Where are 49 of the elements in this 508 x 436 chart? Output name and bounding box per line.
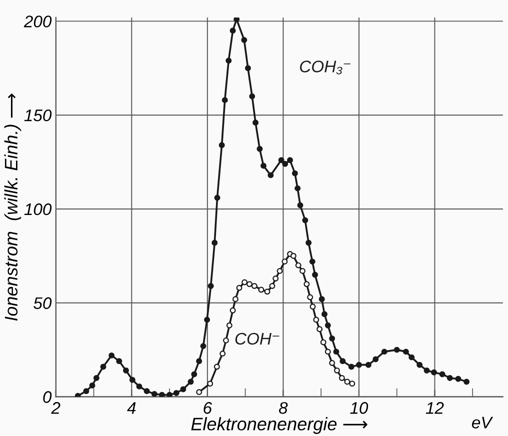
x-tick-label: 6 (204, 402, 212, 414)
y-tick-label: 200 (24, 16, 52, 28)
point (349, 380, 356, 387)
point (226, 322, 232, 328)
point (344, 378, 350, 385)
y-tick-label: 150 (24, 109, 52, 122)
point (290, 252, 296, 259)
point (304, 281, 310, 288)
x-tick-label: 8 (278, 402, 288, 414)
y-tick-label: 50 (34, 297, 52, 310)
y-tick-label: 0 (43, 391, 52, 403)
point (300, 268, 306, 274)
x-tick-label: 2 (51, 402, 60, 414)
point (258, 286, 264, 293)
point (272, 275, 279, 282)
point (232, 296, 238, 302)
point (320, 339, 326, 346)
point (251, 282, 258, 289)
x-tick-label: 12 (426, 402, 444, 414)
point (214, 364, 220, 370)
x-tick-label: 4 (127, 402, 136, 414)
point (324, 348, 331, 355)
point (269, 282, 276, 289)
point (307, 294, 314, 300)
point (295, 262, 302, 268)
text: eV (472, 416, 494, 428)
text: COH₃⁻ (300, 60, 350, 74)
point (316, 326, 323, 332)
x-tick-label: 10 (350, 402, 368, 414)
y-axis-title: Ionenstrom (willk. Einh.) ⟶ (4, 94, 22, 321)
x-axis-title: Elektronenenergie ⟶ (191, 417, 368, 434)
point (310, 304, 316, 310)
point (282, 258, 288, 265)
y-tick-label: 100 (24, 203, 52, 216)
point (242, 279, 248, 286)
point (222, 337, 229, 344)
point (236, 284, 242, 291)
point (246, 281, 252, 288)
point (196, 389, 202, 396)
point (276, 268, 283, 274)
point (338, 374, 345, 381)
point (334, 367, 340, 374)
point (264, 288, 270, 295)
point (313, 316, 320, 323)
point (230, 307, 236, 314)
point (329, 360, 336, 366)
point (207, 380, 214, 387)
series-label: COH⁻ (235, 332, 280, 345)
point (220, 350, 226, 357)
